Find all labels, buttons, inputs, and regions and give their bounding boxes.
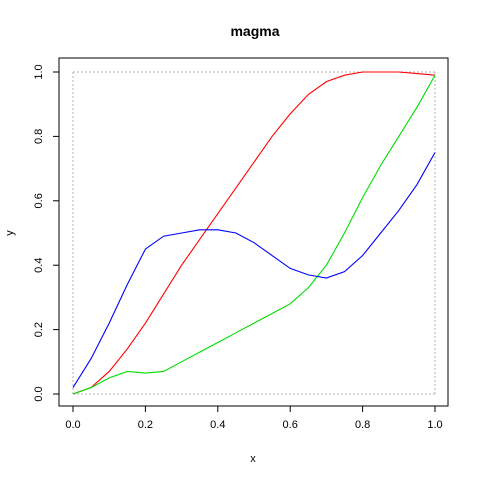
- y-tick-label: 0.0: [33, 386, 45, 401]
- y-tick-label: 0.4: [33, 258, 45, 273]
- x-axis-label: x: [250, 453, 256, 465]
- y-axis-label: y: [4, 230, 16, 236]
- y-tick-label: 0.6: [33, 193, 45, 208]
- x-tick-label: 0.4: [210, 419, 225, 431]
- x-tick-label: 0.6: [283, 419, 298, 431]
- series-line-2: [72, 152, 436, 388]
- series-line-0: [72, 71, 436, 395]
- y-tick-label: 1.0: [33, 64, 45, 79]
- chart-title: magma: [230, 23, 279, 39]
- series-group: [72, 71, 436, 395]
- x-tick-label: 0.8: [355, 419, 370, 431]
- y-axis: 0.0 0.2 0.4 0.6 0.8 1.0: [33, 64, 60, 402]
- x-tick-label: 1.0: [427, 419, 442, 431]
- y-tick-label: 0.2: [33, 322, 45, 337]
- x-tick-label: 0.2: [138, 419, 153, 431]
- series-line-1: [72, 74, 436, 395]
- x-tick-label: 0.0: [65, 419, 80, 431]
- plot-frame: [58, 57, 449, 407]
- x-axis: 0.0 0.2 0.4 0.6 0.8 1.0: [65, 405, 443, 431]
- y-tick-label: 0.8: [33, 129, 45, 144]
